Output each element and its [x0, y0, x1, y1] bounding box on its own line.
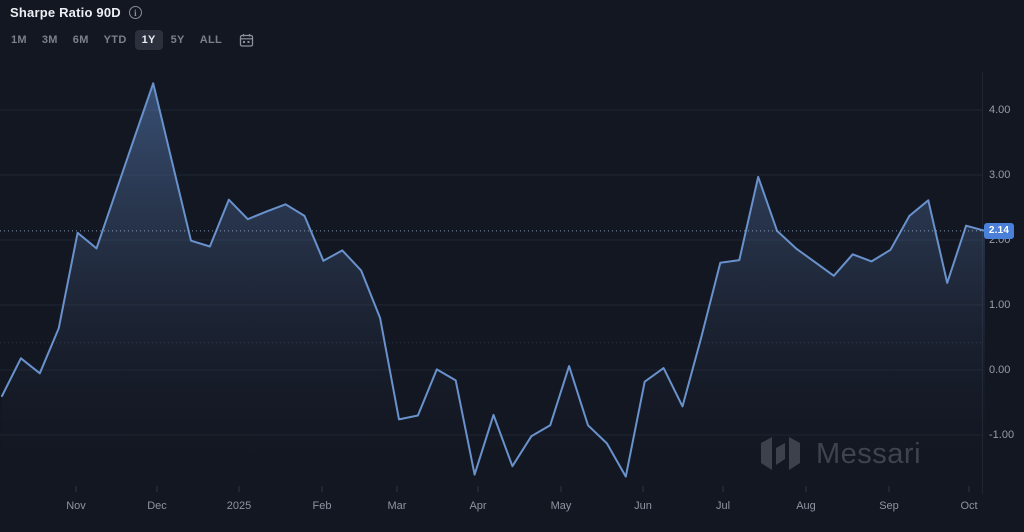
y-axis-label: -1.00: [989, 429, 1015, 441]
x-axis-label: May: [550, 500, 572, 512]
calendar-button[interactable]: [235, 31, 258, 50]
calendar-icon: [239, 33, 254, 47]
y-axis-label: 4.00: [989, 104, 1011, 116]
x-axis-label: Dec: [147, 500, 167, 512]
current-value-badge: 2.14: [984, 222, 1014, 239]
x-axis-label: Jun: [634, 500, 652, 512]
chart-header: Sharpe Ratio 90D i: [10, 5, 142, 20]
range-button-1y[interactable]: 1Y: [134, 30, 163, 50]
line-series: [1, 82, 986, 478]
range-button-all[interactable]: ALL: [193, 30, 229, 50]
range-button-6m[interactable]: 6M: [66, 30, 96, 50]
y-axis-label: 3.00: [989, 169, 1011, 181]
x-axis-label: Apr: [469, 500, 487, 512]
x-axis-label: Oct: [960, 500, 978, 512]
x-axis-label: Sep: [879, 500, 899, 512]
range-button-ytd[interactable]: YTD: [97, 30, 134, 50]
x-axis-label: Feb: [312, 500, 332, 512]
x-axis-label: Mar: [387, 500, 407, 512]
range-button-3m[interactable]: 3M: [35, 30, 65, 50]
messari-logo-icon: [761, 437, 800, 470]
x-axis-label: Aug: [796, 500, 816, 512]
x-axis-label: 2025: [226, 500, 252, 512]
range-button-5y[interactable]: 5Y: [164, 30, 192, 50]
x-axis-ticks: [75, 486, 970, 492]
watermark-text: Messari: [816, 437, 922, 470]
y-axis-label: 1.00: [989, 299, 1011, 311]
x-axis-label: Nov: [66, 500, 86, 512]
info-icon[interactable]: i: [128, 6, 142, 19]
range-button-1m[interactable]: 1M: [4, 30, 34, 50]
y-axis-label: 0.00: [989, 364, 1011, 376]
watermark: Messari: [761, 437, 921, 470]
area-series: [2, 83, 985, 496]
range-button-group: 1M 3M 6M YTD 1Y 5Y ALL: [4, 30, 229, 50]
range-toolbar: 1M 3M 6M YTD 1Y 5Y ALL: [4, 30, 258, 50]
x-axis-label: Jul: [715, 500, 731, 512]
page-title: Sharpe Ratio 90D: [10, 5, 121, 20]
